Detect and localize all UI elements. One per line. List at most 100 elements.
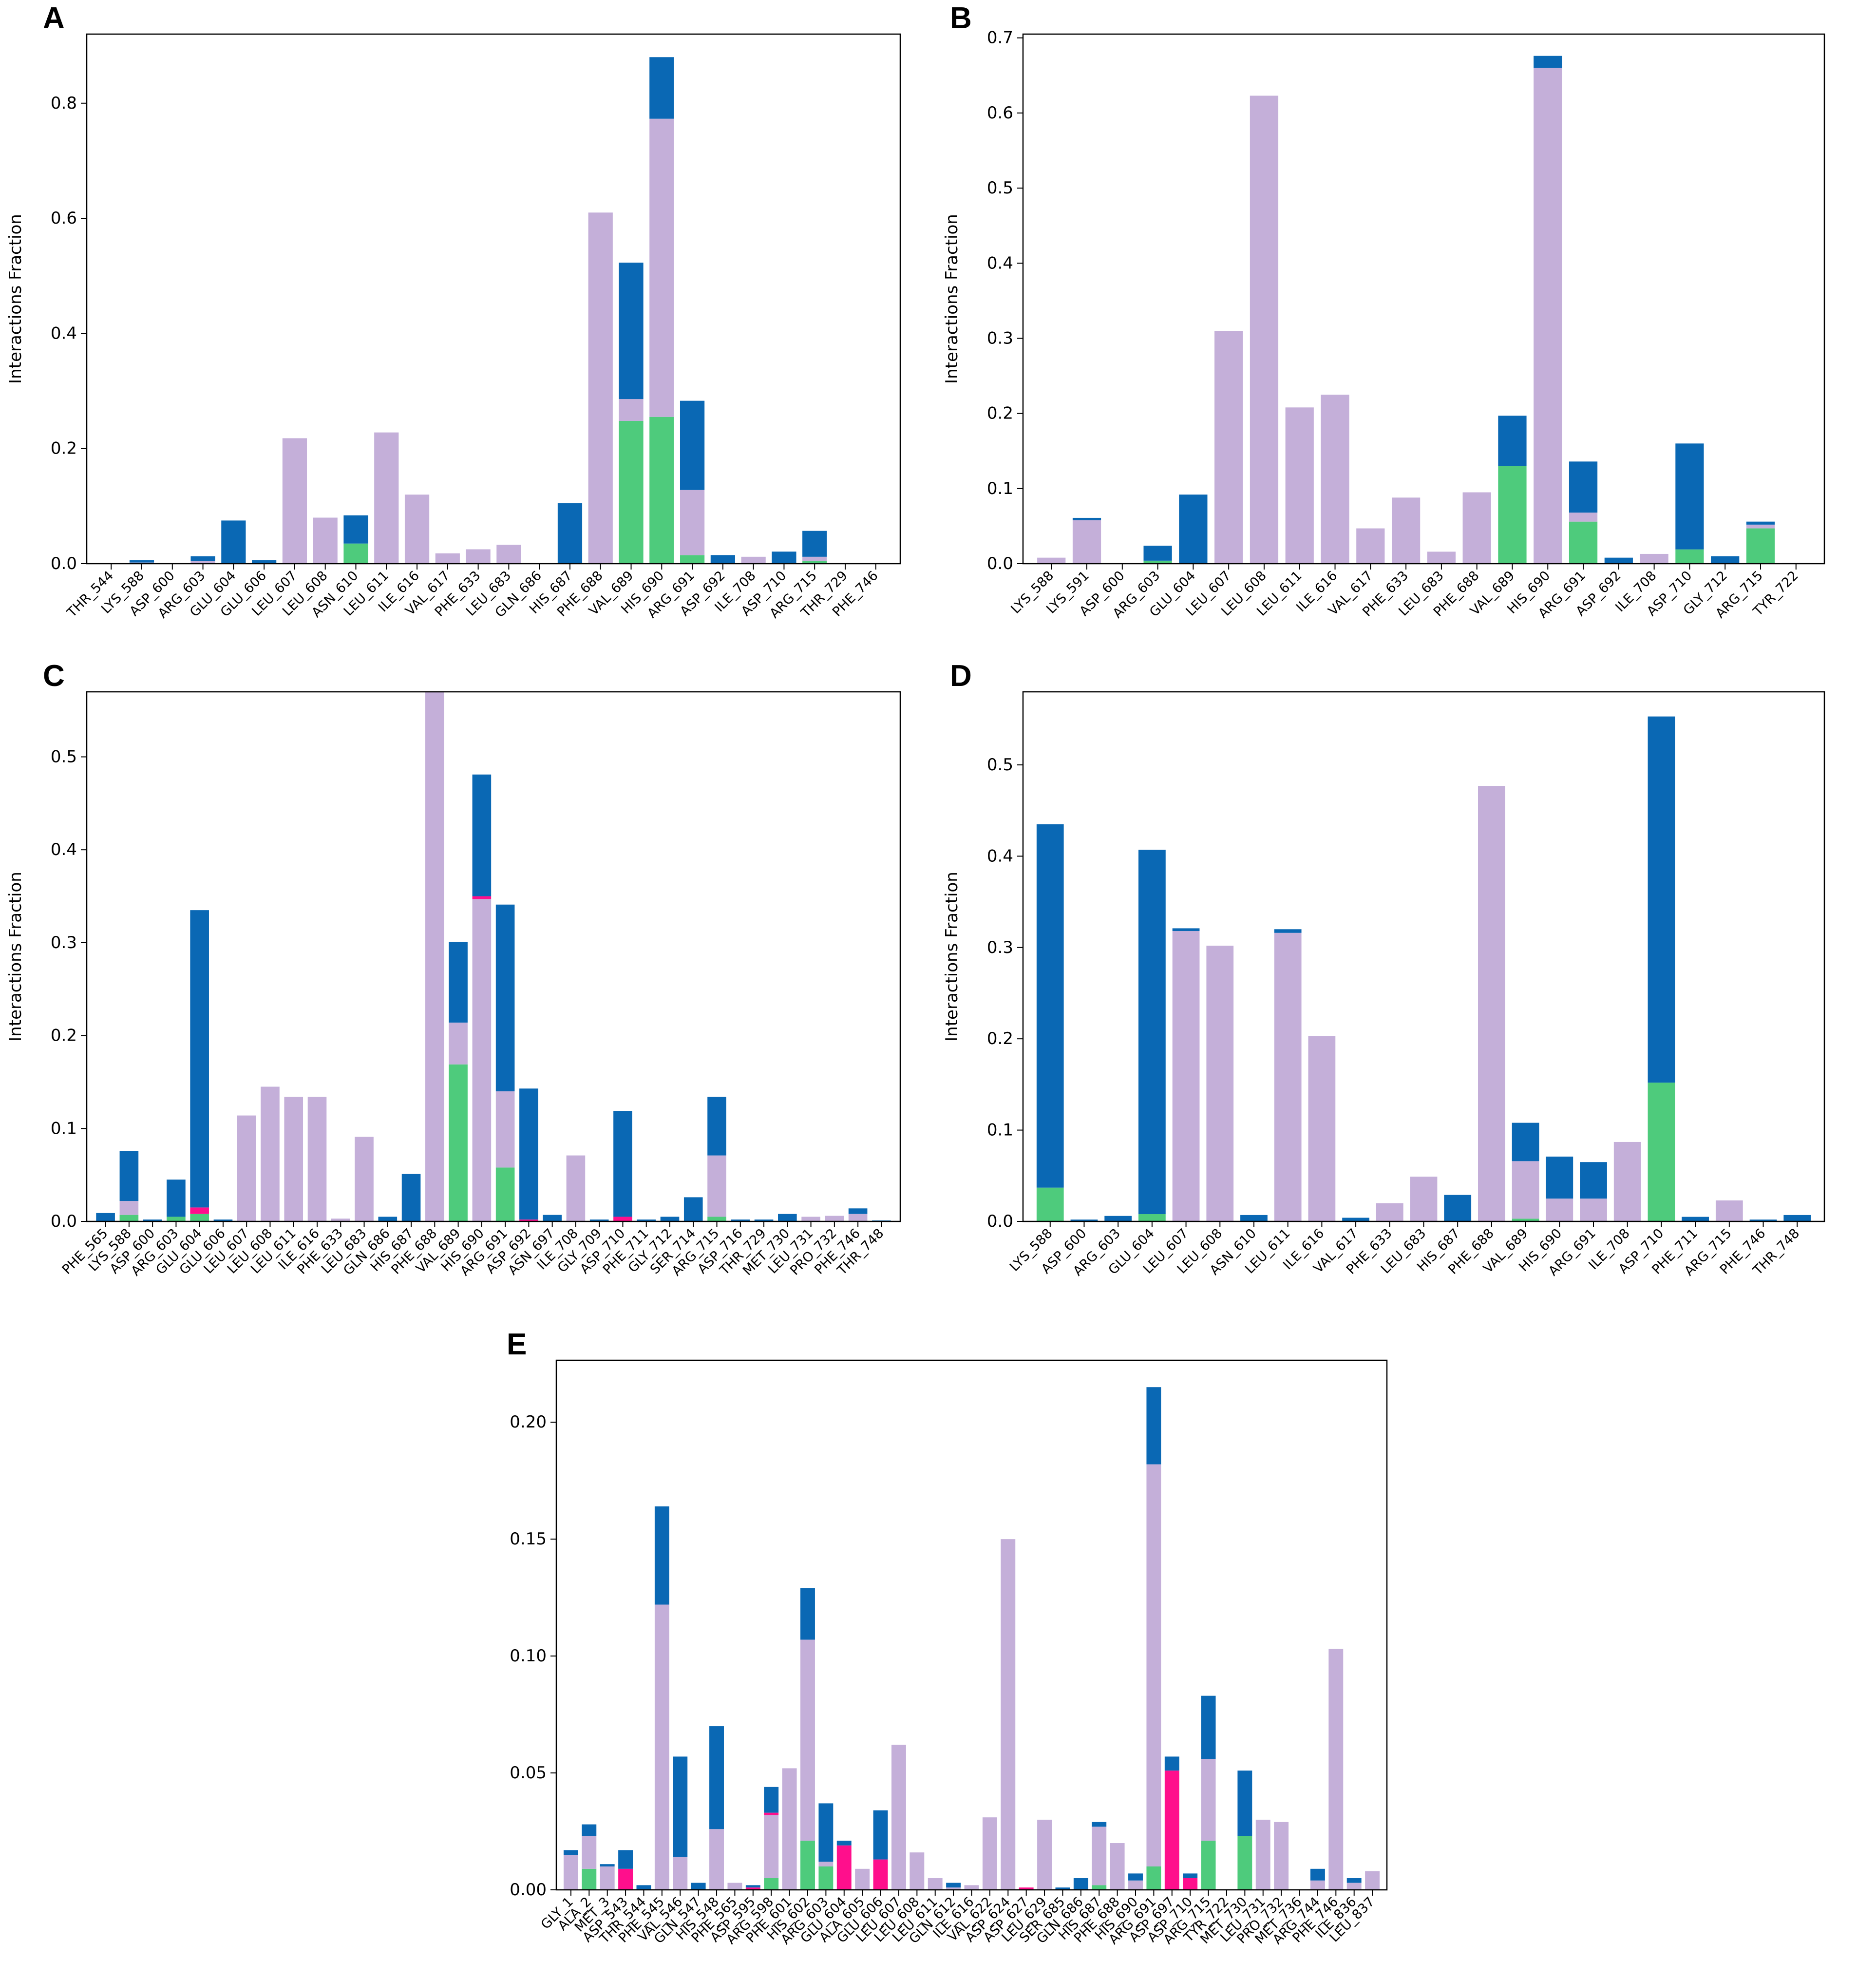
bar-hbond-arg_691 xyxy=(680,555,705,564)
y-tick-label: 0.7 xyxy=(987,28,1013,48)
bar-hydrophobic-arg_715 xyxy=(707,1155,726,1217)
bar-hydrophobic-leu_607 xyxy=(1214,331,1243,564)
bar-hbond-glu_604 xyxy=(190,1214,209,1221)
bar-hydrophobic-phe_688 xyxy=(588,212,613,564)
bar-hydrophobic-leu_611 xyxy=(1285,407,1314,564)
bar-hydrophobic-leu_683 xyxy=(1410,1177,1438,1221)
bar-hbond-arg_715 xyxy=(802,561,827,564)
y-tick-label: 0.4 xyxy=(51,323,77,343)
bar-hydrophobic-leu_607 xyxy=(282,438,307,564)
bar-hydrophobic-val_689 xyxy=(619,399,644,421)
bar-water_bridge-ile_836 xyxy=(1346,1878,1362,1883)
bar-hydrophobic-phe_545 xyxy=(654,1604,669,1890)
bar-hydrophobic-phe_601 xyxy=(782,1768,797,1890)
bar-hydrophobic-leu_607 xyxy=(891,1745,906,1890)
bar-hbond-glu_604 xyxy=(1138,1214,1166,1221)
bar-hbond-arg_603 xyxy=(1143,560,1172,564)
bar-water_bridge-his_687 xyxy=(401,1174,421,1221)
bar-hydrophobic-leu_611 xyxy=(1274,932,1302,1221)
bar-water_bridge-asn_697 xyxy=(543,1215,562,1221)
bar-water_bridge-glu_606 xyxy=(252,560,277,564)
bar-ionic-his_690 xyxy=(472,896,492,899)
bar-hbond-asn_610 xyxy=(343,543,368,564)
bar-water_bridge-val_689 xyxy=(1512,1123,1539,1161)
bar-water_bridge-thr_748 xyxy=(1783,1215,1811,1221)
bar-group xyxy=(1037,56,1810,564)
bar-water_bridge-glu_604 xyxy=(1179,495,1208,564)
bar-water_bridge-arg_691 xyxy=(1146,1387,1161,1465)
bar-water_bridge-thr_544 xyxy=(636,1885,651,1890)
bar-ionic-asp_710 xyxy=(613,1217,632,1221)
bar-water_bridge-gln_612 xyxy=(946,1883,961,1888)
bar-group xyxy=(1036,716,1811,1221)
bar-hydrophobic-lys_591 xyxy=(1072,520,1101,564)
bar-hydrophobic-leu_608 xyxy=(1250,95,1279,564)
panel-d: DLYS_588ASP_600ARG_603GLU_604LEU_607LEU_… xyxy=(942,659,1825,1279)
bar-hydrophobic-leu_731 xyxy=(801,1217,820,1221)
bar-hbond-arg_715 xyxy=(1201,1841,1216,1890)
y-tick-label: 0.3 xyxy=(987,328,1013,348)
bar-hydrophobic-arg_691 xyxy=(1580,1199,1607,1221)
bar-water_bridge-gly_709 xyxy=(589,1219,609,1221)
bar-hydrophobic-his_690 xyxy=(472,899,492,1221)
bar-water_bridge-ser_685 xyxy=(1055,1887,1070,1890)
bar-water_bridge-arg_691 xyxy=(1569,461,1598,513)
bar-hbond-arg_598 xyxy=(764,1878,779,1890)
bar-hydrophobic-ile_616 xyxy=(1308,1036,1336,1221)
y-tick-label: 0.3 xyxy=(51,933,77,952)
bar-hydrophobic-gly_1 xyxy=(563,1855,578,1890)
bar-water_bridge-asp_710 xyxy=(1675,443,1704,550)
bar-hydrophobic-his_690 xyxy=(649,118,674,417)
bar-hydrophobic-lys_588 xyxy=(119,1201,139,1215)
bar-hydrophobic-phe_633 xyxy=(331,1218,350,1221)
bar-water_bridge-asn_610 xyxy=(1240,1215,1268,1221)
bar-hbond-his_602 xyxy=(800,1841,815,1890)
bar-water_bridge-his_548 xyxy=(709,1726,724,1829)
bar-hydrophobic-arg_715 xyxy=(1715,1200,1743,1221)
bar-hydrophobic-gln_612 xyxy=(946,1887,961,1890)
bar-hbond-val_689 xyxy=(1512,1218,1539,1221)
bar-water_bridge-asp_692 xyxy=(1604,557,1633,564)
plot-frame xyxy=(1022,33,1825,565)
bar-hydrophobic-phe_688 xyxy=(1462,492,1491,564)
bar-hydrophobic-arg_598 xyxy=(764,1815,779,1879)
bar-water_bridge-lys_588 xyxy=(119,1151,139,1201)
bar-water_bridge-met_3 xyxy=(600,1864,615,1867)
bar-ionic-asp_595 xyxy=(745,1887,760,1890)
bar-hydrophobic-arg_691 xyxy=(680,490,705,555)
bar-water_bridge-arg_691 xyxy=(1580,1162,1607,1199)
y-tick-label: 0.00 xyxy=(510,1880,547,1900)
bar-water_bridge-val_546 xyxy=(673,1756,688,1857)
bar-hydrophobic-his_690 xyxy=(1128,1880,1143,1890)
panel-c: CPHE_565LYS_588ASP_600ARG_603GLU_604GLU_… xyxy=(6,659,901,1279)
y-tick-label: 0.0 xyxy=(51,554,77,573)
y-tick-label: 0.2 xyxy=(987,1029,1013,1048)
bar-water_bridge-phe_565 xyxy=(96,1213,115,1221)
bar-hydrophobic-leu_683 xyxy=(1427,552,1456,564)
bar-water_bridge-asp_716 xyxy=(731,1219,750,1221)
bar-hydrophobic-leu_608 xyxy=(1206,946,1234,1221)
bar-group xyxy=(129,57,827,564)
bar-hydrophobic-ala_2 xyxy=(582,1836,597,1869)
bar-hydrophobic-phe_746 xyxy=(1328,1649,1344,1890)
bar-hydrophobic-ile_616 xyxy=(404,495,430,564)
bar-hydrophobic-val_622 xyxy=(982,1817,997,1890)
bar-water_bridge-asp_600 xyxy=(1070,1219,1098,1221)
bar-water_bridge-val_617 xyxy=(1342,1218,1369,1221)
bar-water_bridge-his_687 xyxy=(1092,1822,1107,1827)
bar-hbond-lys_588 xyxy=(119,1215,139,1221)
bar-hbond-his_690 xyxy=(649,417,674,564)
bar-hydrophobic-arg_691 xyxy=(495,1091,515,1168)
bar-water_bridge-his_690 xyxy=(472,774,492,896)
bar-hydrophobic-arg_715 xyxy=(1201,1759,1216,1841)
y-tick-label: 0.1 xyxy=(987,479,1013,498)
bar-hydrophobic-val_617 xyxy=(435,553,460,564)
bar-hydrophobic-leu_629 xyxy=(1037,1820,1052,1890)
bar-ionic-asp_697 xyxy=(1164,1770,1179,1890)
bar-water_bridge-arg_715 xyxy=(802,531,827,557)
bar-hbond-arg_603 xyxy=(818,1866,834,1890)
bar-hydrophobic-ile_616 xyxy=(307,1097,327,1221)
y-tick-label: 0.10 xyxy=(510,1646,547,1666)
panel-letter: B xyxy=(950,1,972,35)
y-tick-label: 0.5 xyxy=(987,755,1013,775)
